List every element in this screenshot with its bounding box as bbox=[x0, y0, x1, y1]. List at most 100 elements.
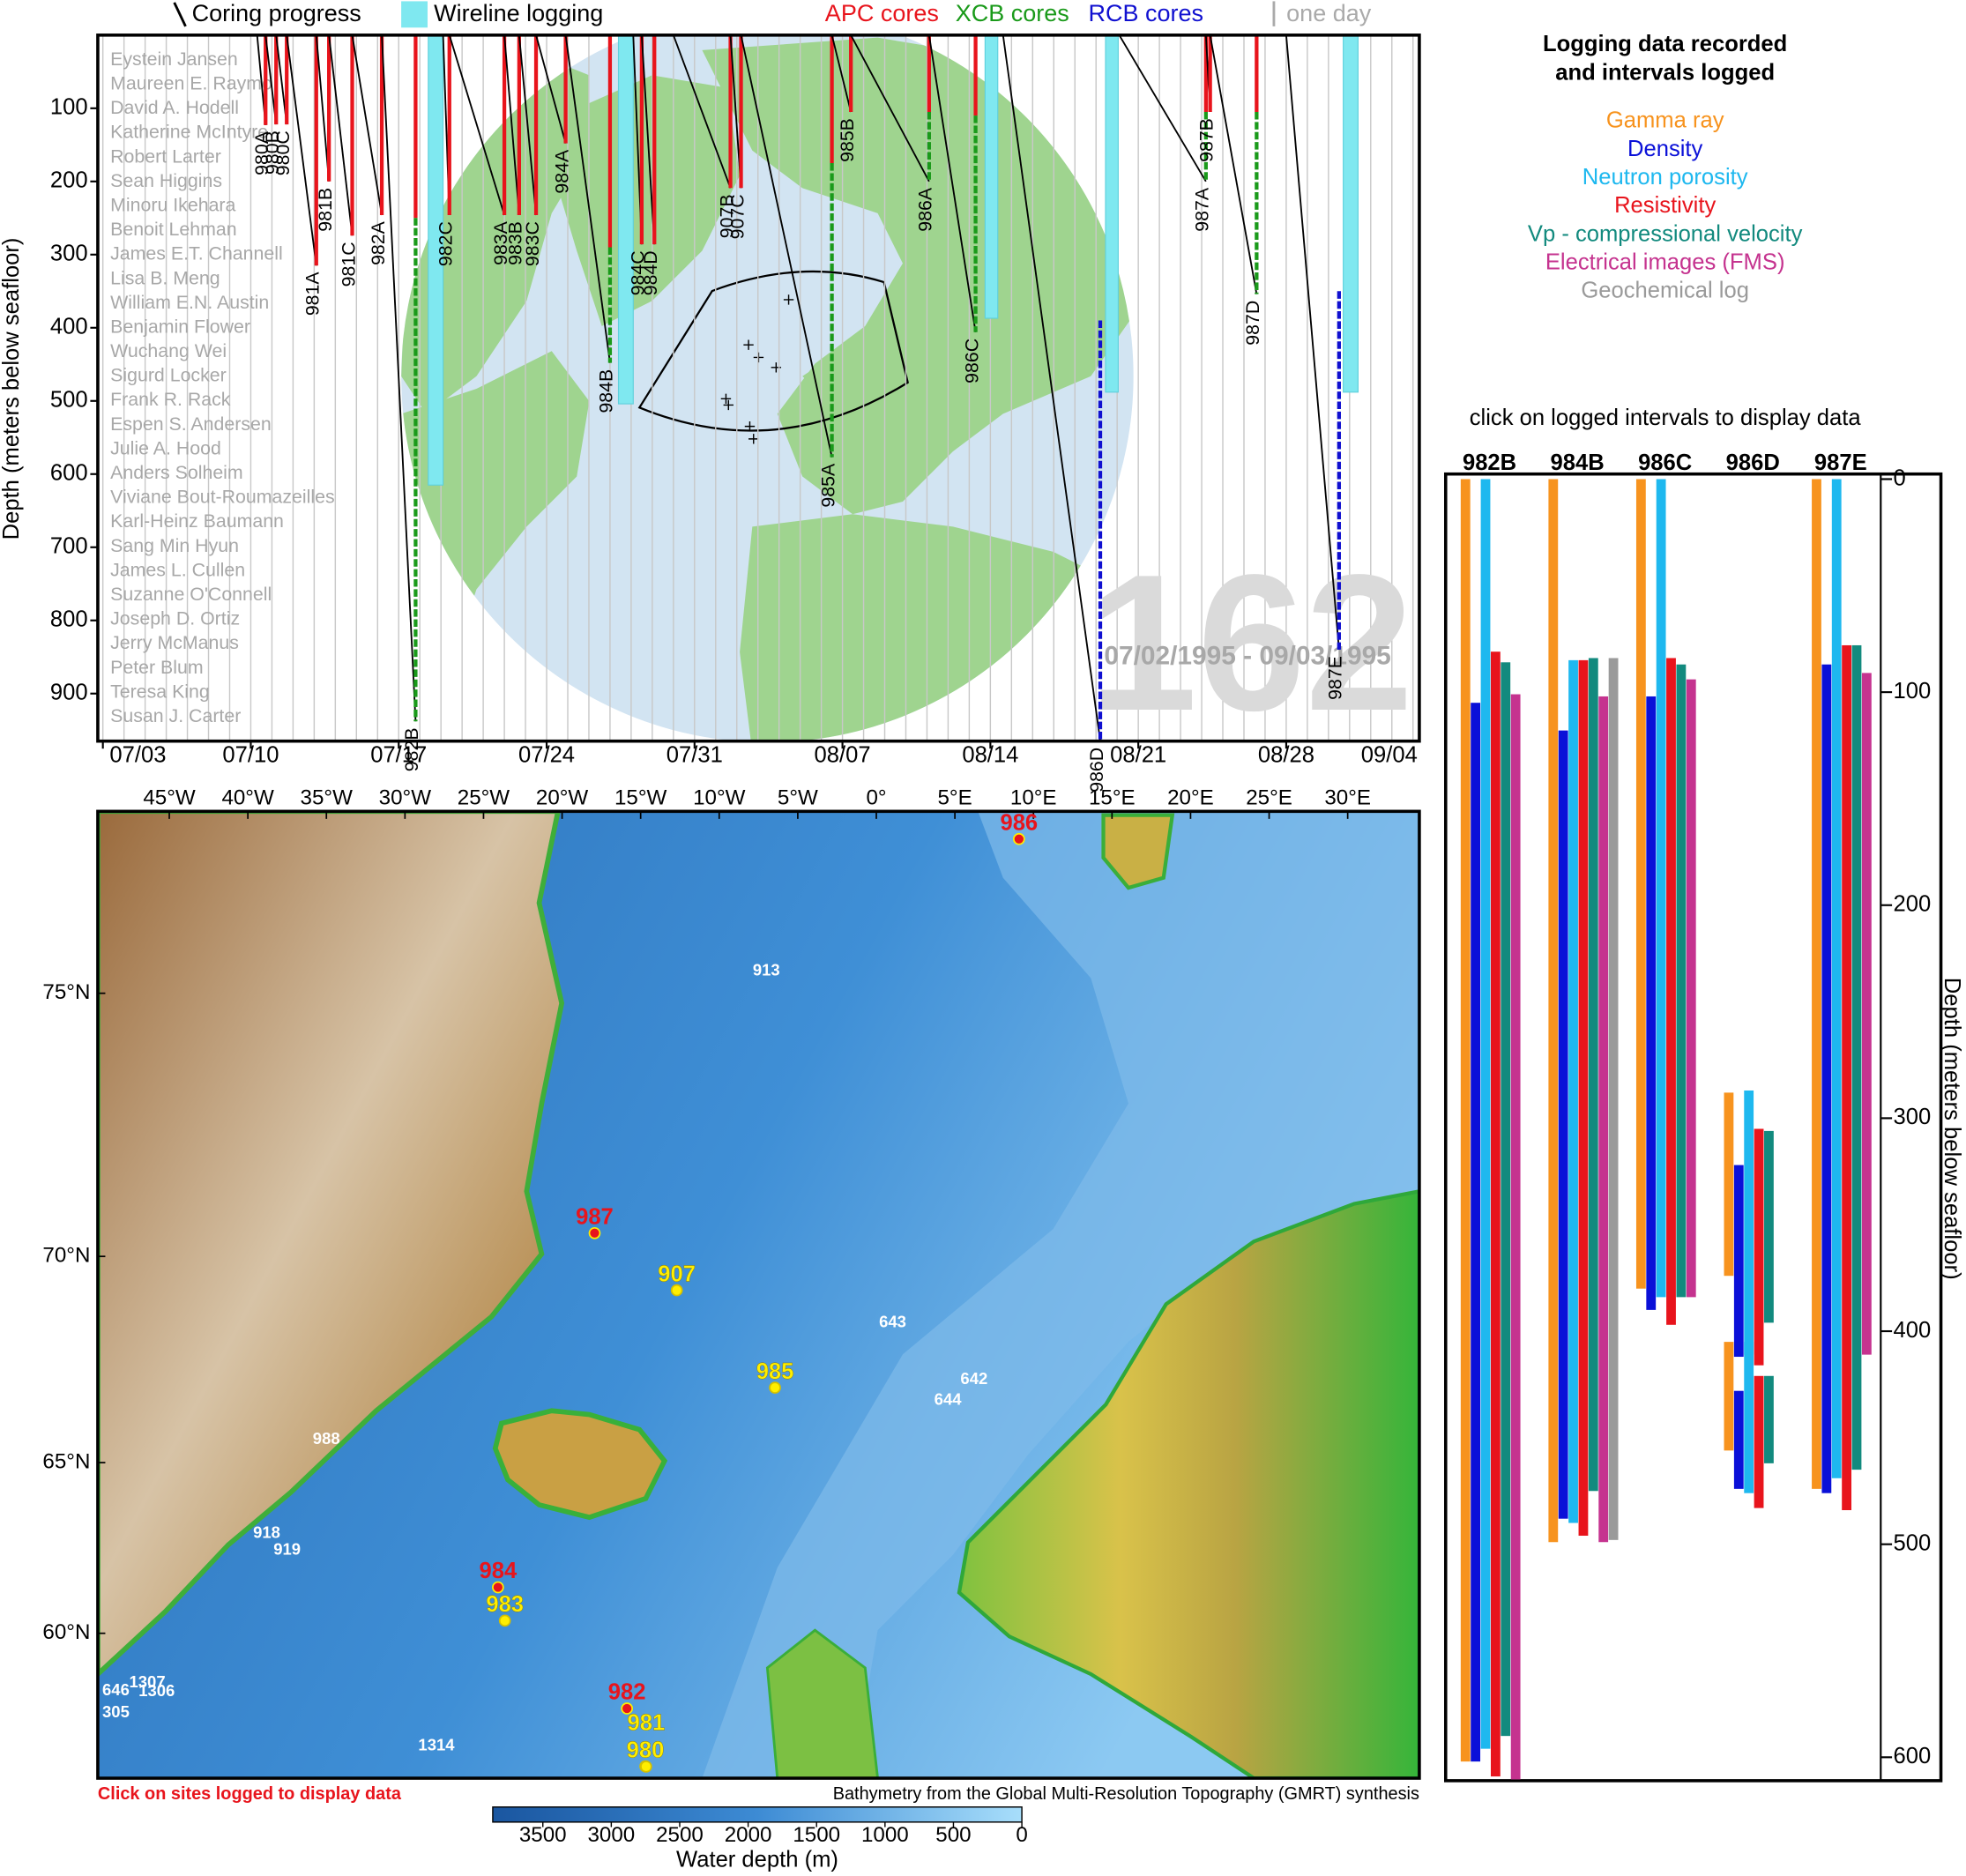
coring-progress-line bbox=[381, 34, 417, 722]
site-marker[interactable] bbox=[588, 1226, 601, 1240]
logged-interval[interactable] bbox=[1676, 664, 1687, 1298]
y-tick-label: 300 bbox=[1894, 1105, 1932, 1129]
crew-name: Sang Min Hyun bbox=[110, 535, 239, 556]
site-label: 646 bbox=[102, 1680, 130, 1699]
logged-interval[interactable] bbox=[1831, 479, 1842, 1478]
y-tick-label: 500 bbox=[1894, 1530, 1932, 1555]
colorbar bbox=[492, 1806, 1023, 1823]
logged-interval[interactable] bbox=[1812, 479, 1821, 1489]
x-tick-label: 08/14 bbox=[962, 743, 1018, 768]
coring-progress-line bbox=[1118, 34, 1207, 182]
logged-interval[interactable] bbox=[1588, 658, 1598, 1492]
legend-core-type: RCB cores bbox=[1088, 0, 1203, 26]
logged-interval[interactable] bbox=[1686, 679, 1696, 1298]
site-label[interactable]: 986 bbox=[1000, 810, 1038, 835]
map-background bbox=[97, 811, 1419, 1779]
logged-interval[interactable] bbox=[1744, 1090, 1754, 1355]
x-tick-label: 08/07 bbox=[815, 743, 871, 768]
y-tick-label: 100 bbox=[50, 95, 88, 120]
crew-name: Karl-Heinz Baumann bbox=[110, 510, 284, 532]
hole-label: 986D bbox=[1086, 748, 1107, 793]
legend-day: one day bbox=[1286, 0, 1372, 26]
lon-tick-label: 5°W bbox=[778, 785, 818, 809]
logged-interval[interactable] bbox=[1578, 659, 1589, 1537]
logged-interval[interactable] bbox=[1842, 644, 1852, 1511]
site-label: 1306 bbox=[138, 1681, 175, 1700]
logged-interval[interactable] bbox=[1764, 1375, 1774, 1463]
logged-interval[interactable] bbox=[1656, 479, 1666, 1298]
hole-label: 982A bbox=[368, 220, 389, 265]
lon-tick-label: 10°W bbox=[693, 785, 746, 809]
crew-name: Peter Blum bbox=[110, 657, 203, 678]
hole-label: 981A bbox=[302, 272, 324, 316]
shelf bbox=[702, 811, 1419, 1779]
wireline-interval[interactable] bbox=[1343, 34, 1359, 393]
lon-tick-label: 20°W bbox=[536, 785, 589, 809]
logged-interval[interactable] bbox=[1733, 1165, 1744, 1358]
logged-interval[interactable] bbox=[1548, 479, 1559, 1543]
logged-interval[interactable] bbox=[1744, 1342, 1754, 1493]
lon-tick-label: 15°E bbox=[1089, 785, 1136, 809]
lon-tick-label: 0° bbox=[866, 785, 886, 809]
logged-interval[interactable] bbox=[1558, 730, 1568, 1519]
logged-interval[interactable] bbox=[1764, 1130, 1774, 1323]
site-label: 643 bbox=[879, 1313, 906, 1331]
hole-label: 984B bbox=[596, 369, 617, 413]
logged-interval[interactable] bbox=[1733, 1390, 1744, 1489]
site-marker[interactable] bbox=[621, 1702, 633, 1715]
site-marker[interactable] bbox=[492, 1581, 504, 1594]
coring-progress-line bbox=[518, 34, 537, 216]
logged-interval[interactable] bbox=[1501, 662, 1511, 1737]
logged-interval[interactable] bbox=[1635, 479, 1646, 1289]
logged-interval[interactable] bbox=[1724, 1342, 1734, 1451]
colorbar-label: Water depth (m) bbox=[676, 1848, 838, 1872]
leg-number: 162 bbox=[1089, 533, 1413, 751]
logged-interval[interactable] bbox=[1460, 479, 1471, 1762]
lon-tick-label: 40°W bbox=[221, 785, 274, 809]
wireline-interval[interactable] bbox=[984, 34, 999, 319]
coring-progress-line bbox=[850, 34, 930, 182]
site-label[interactable]: 982 bbox=[608, 1680, 646, 1705]
hole-label: 980B bbox=[262, 130, 283, 175]
logged-interval[interactable] bbox=[1754, 1128, 1764, 1366]
logged-interval[interactable] bbox=[1724, 1092, 1734, 1277]
wireline-interval[interactable] bbox=[1105, 34, 1119, 393]
lon-tick-label: 30°E bbox=[1324, 785, 1371, 809]
logged-interval[interactable] bbox=[1646, 696, 1657, 1310]
logged-interval[interactable] bbox=[1480, 479, 1491, 1749]
y-tick-label: 600 bbox=[50, 461, 88, 486]
site-label: 988 bbox=[313, 1429, 340, 1448]
site-marker[interactable] bbox=[1012, 832, 1025, 845]
crew-name: Jerry McManus bbox=[110, 632, 239, 653]
logged-interval[interactable] bbox=[1598, 696, 1609, 1543]
lat-tick-label: 75°N bbox=[42, 980, 90, 1004]
hole-label: 985A bbox=[817, 463, 838, 508]
logged-interval[interactable] bbox=[1510, 694, 1521, 1780]
lat-tick-label: 65°N bbox=[42, 1449, 90, 1473]
logged-interval[interactable] bbox=[1754, 1375, 1764, 1508]
logged-interval[interactable] bbox=[1471, 703, 1481, 1762]
hole-header: 984B bbox=[1551, 450, 1605, 475]
iceland bbox=[492, 1408, 668, 1521]
y-tick-label: 400 bbox=[50, 315, 88, 339]
legend-coring: Coring progress bbox=[192, 0, 361, 26]
site-label: 1307 bbox=[130, 1672, 166, 1691]
site-label[interactable]: 984 bbox=[480, 1559, 518, 1583]
logged-interval[interactable] bbox=[1608, 658, 1619, 1540]
site-label: 642 bbox=[960, 1369, 987, 1388]
y-tick-label: 400 bbox=[1894, 1318, 1932, 1343]
logged-interval[interactable] bbox=[1568, 659, 1578, 1523]
site-label[interactable]: 987 bbox=[576, 1204, 614, 1229]
logged-interval[interactable] bbox=[1861, 673, 1872, 1355]
x-tick-label: 07/31 bbox=[667, 743, 723, 768]
hole-header: 986D bbox=[1726, 450, 1780, 475]
logged-interval[interactable] bbox=[1666, 658, 1676, 1325]
log-legend-entry: Vp - compressional velocity bbox=[1528, 221, 1803, 246]
hole-label: 983A bbox=[490, 220, 511, 265]
logged-interval[interactable] bbox=[1821, 664, 1832, 1493]
logged-interval[interactable] bbox=[1490, 651, 1501, 1777]
scandinavia bbox=[957, 1189, 1419, 1779]
logged-interval[interactable] bbox=[1851, 644, 1862, 1470]
wireline-interval[interactable] bbox=[617, 34, 634, 405]
panel-title: Logging data recorded bbox=[1543, 32, 1787, 56]
